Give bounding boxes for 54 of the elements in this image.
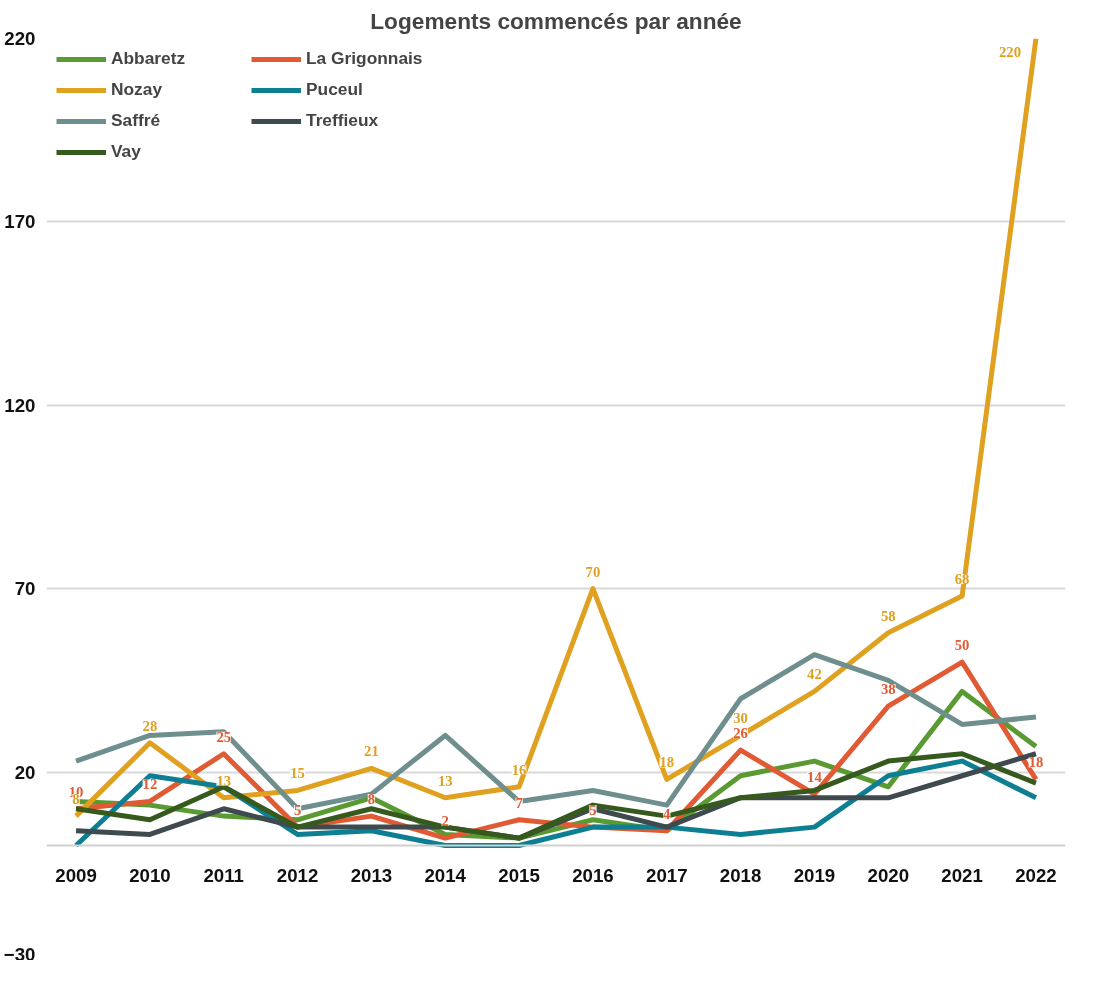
y-tick-label: 20 bbox=[14, 761, 36, 783]
x-tick-label: 2009 bbox=[55, 865, 97, 887]
data-label: 26 bbox=[733, 725, 748, 742]
data-label: 7 bbox=[515, 794, 523, 811]
data-label: 21 bbox=[364, 743, 379, 760]
data-label: 68 bbox=[954, 571, 970, 588]
x-tick-label: 2014 bbox=[424, 865, 467, 887]
x-tick-label: 2011 bbox=[203, 865, 244, 887]
legend-label: Abbaretz bbox=[111, 48, 187, 69]
data-label: 18 bbox=[659, 754, 675, 771]
y-tick-label: 70 bbox=[14, 578, 36, 600]
data-label: 18 bbox=[1028, 754, 1044, 771]
data-label: 70 bbox=[585, 563, 601, 580]
x-tick-label: 2015 bbox=[498, 865, 540, 887]
data-label: 50 bbox=[954, 637, 970, 654]
chart-title: Logements commencés par année bbox=[370, 7, 742, 34]
x-tick-label: 2018 bbox=[719, 865, 762, 887]
x-tick-label: 2021 bbox=[941, 865, 983, 887]
data-label: 16 bbox=[511, 761, 527, 778]
y-tick-label: 120 bbox=[4, 394, 36, 416]
data-label: 30 bbox=[733, 710, 748, 727]
data-label: 12 bbox=[142, 776, 158, 793]
data-label: 5 bbox=[293, 802, 302, 819]
y-tick-label: 170 bbox=[4, 211, 36, 233]
x-tick-label: 2017 bbox=[646, 865, 688, 887]
x-tick-label: 2012 bbox=[276, 865, 319, 887]
data-label: 13 bbox=[437, 772, 453, 789]
data-label: 8 bbox=[367, 791, 376, 808]
legend-label: Saffré bbox=[111, 110, 162, 131]
data-label: 2 bbox=[441, 813, 449, 830]
data-label: 25 bbox=[216, 728, 232, 745]
x-tick-label: 2020 bbox=[867, 865, 910, 887]
y-tick-label: 220 bbox=[4, 28, 36, 49]
x-tick-label: 2016 bbox=[572, 865, 614, 887]
x-tick-label: 2013 bbox=[350, 865, 393, 887]
legend-label: Treffieux bbox=[306, 110, 380, 131]
legend-label: Nozay bbox=[111, 79, 164, 100]
legend-label: Vay bbox=[111, 141, 142, 162]
data-label: 13 bbox=[216, 772, 232, 789]
data-label: 38 bbox=[880, 681, 896, 698]
data-label: 28 bbox=[142, 717, 158, 734]
x-tick-label: 2010 bbox=[129, 865, 171, 887]
x-tick-label: 2022 bbox=[1015, 865, 1057, 887]
x-tick-label: 2019 bbox=[793, 865, 836, 887]
y-tick-label: −30 bbox=[3, 943, 36, 965]
data-label: 58 bbox=[880, 607, 896, 624]
data-label: 42 bbox=[807, 666, 822, 683]
data-label: 14 bbox=[807, 769, 823, 786]
legend-label: Puceul bbox=[306, 79, 364, 100]
data-label: 15 bbox=[290, 765, 305, 782]
data-label: 220 bbox=[998, 43, 1021, 60]
data-label: 4 bbox=[663, 805, 672, 822]
legend-label: La Grigonnais bbox=[306, 48, 424, 69]
data-label: 5 bbox=[589, 802, 597, 819]
